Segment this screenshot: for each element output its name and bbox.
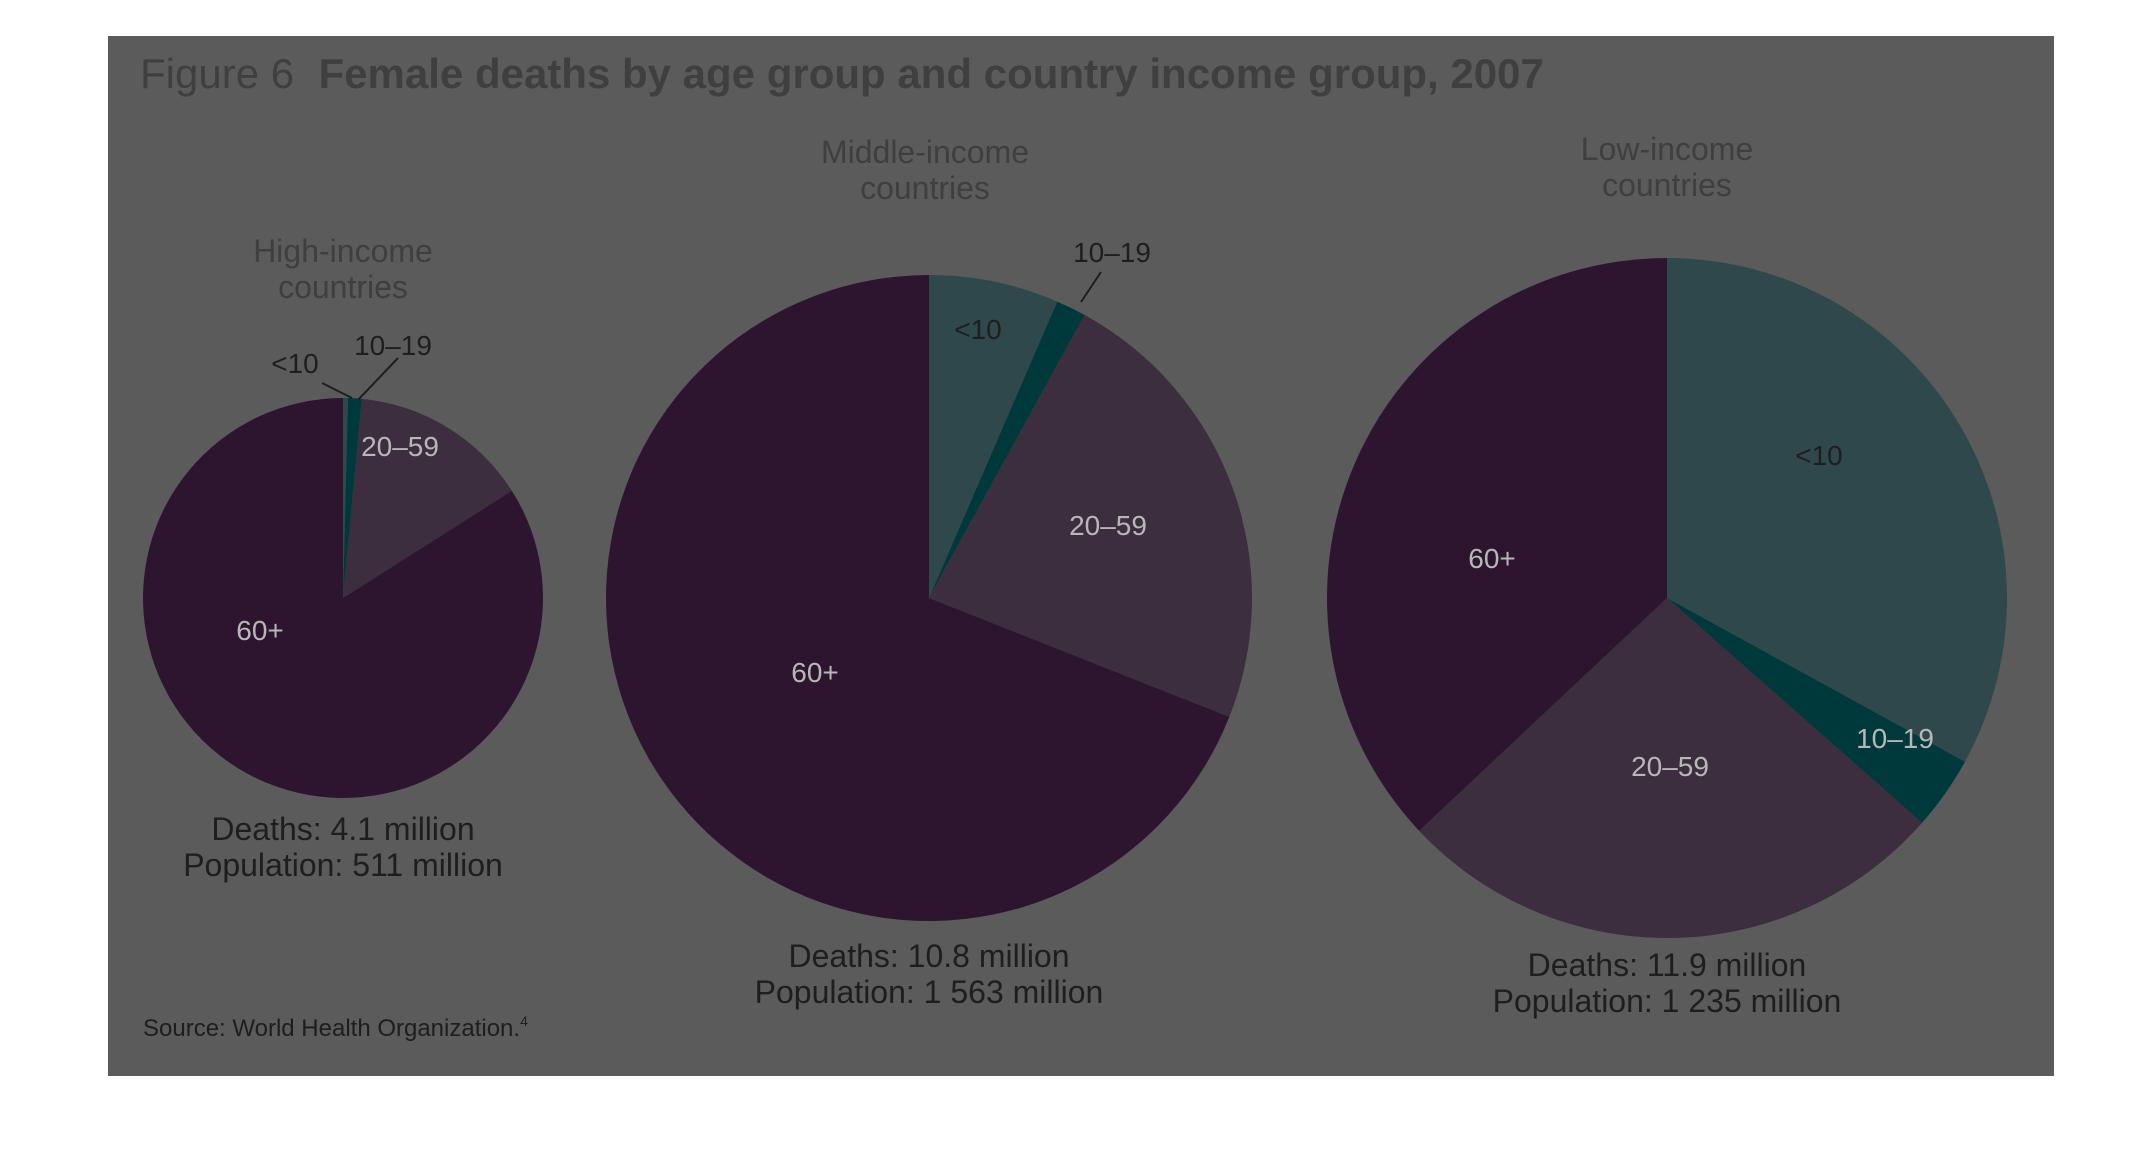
pie-1-slice-60-plus (143, 398, 544, 798)
pie-group-2: <10 10–19 20–59 60+ Middle-income countries De… (606, 134, 1253, 1010)
pie-2-label-10-to-19: 10–19 (1073, 237, 1151, 268)
pie-1-heading: High-income countries (253, 233, 433, 305)
pie-group-3: <10 10–19 20–59 60+ Low-income countries Death… (1326, 131, 2007, 1019)
figure-main-title: Female deaths by age group and country i… (319, 50, 1544, 97)
pie-1-label-under-10: <10 (271, 348, 319, 379)
pie-1-heading-line: High-income (253, 233, 433, 269)
pie-2-heading: Middle-income countries (821, 134, 1029, 206)
pie-1-population-caption: Population: 511 million (183, 847, 503, 883)
pie-group-1: <10 10–19 20–59 60+ High-income countries Deat… (143, 233, 544, 883)
pie-3-slice-20-to-59 (1419, 598, 1923, 939)
pie-1-slice-10-to-19 (343, 398, 362, 598)
pie-3-label-20-to-59: 20–59 (1631, 751, 1709, 782)
pie-1-label-60-plus: 60+ (236, 615, 284, 646)
pie-3-heading-line: countries (1602, 167, 1732, 203)
pie-1-slice-20-to-59 (343, 398, 512, 598)
figure-title: Figure 6 Female deaths by age group and … (140, 50, 1544, 97)
pie-3-label-under-10: <10 (1795, 440, 1843, 471)
pie-2-slice-60-plus (606, 275, 1230, 921)
pie-2-label-under-10: <10 (954, 314, 1002, 345)
pie-2-slice-under-10 (929, 275, 1058, 598)
pie-1-label-10-to-19: 10–19 (354, 330, 432, 361)
pie-1-leader-line (321, 382, 353, 399)
pie-3-slice-10-to-19 (1667, 598, 1965, 823)
pie-1-label-20-to-59: 20–59 (361, 431, 439, 462)
pie-3-heading: Low-income countries (1581, 131, 1754, 203)
pie-1-slice-under-10 (343, 397, 349, 598)
pie-3-slice-under-10 (1667, 258, 2007, 762)
pie-3-label-10-to-19: 10–19 (1856, 723, 1934, 754)
pie-2-label-20-to-59: 20–59 (1069, 510, 1147, 541)
pie-2-deaths-caption: Deaths: 10.8 million (788, 938, 1069, 974)
pie-3-population-caption: Population: 1 235 million (1493, 983, 1842, 1019)
pie-1-leader-line (357, 357, 399, 401)
pie-2-heading-line: Middle-income (821, 134, 1029, 170)
pie-1-deaths-caption: Deaths: 4.1 million (211, 811, 474, 847)
pie-2-slice-20-to-59 (929, 314, 1253, 717)
source-note: Source: World Health Organization.4 (143, 1013, 528, 1042)
source-reference: 4 (520, 1013, 528, 1029)
pie-2-heading-line: countries (860, 170, 990, 206)
pie-3-label-60-plus: 60+ (1468, 543, 1516, 574)
pie-3-heading-line: Low-income (1581, 131, 1754, 167)
pie-3-slice-60-plus (1326, 258, 1667, 831)
pie-2-slice-10-to-19 (929, 301, 1085, 598)
source-text: Source: World Health Organization. (143, 1015, 520, 1042)
figure-prefix: Figure 6 (140, 50, 294, 97)
pie-2-leader-line (1080, 271, 1102, 303)
pie-3-deaths-caption: Deaths: 11.9 million (1528, 947, 1807, 983)
pie-2-population-caption: Population: 1 563 million (755, 974, 1104, 1010)
pie-1-heading-line: countries (278, 269, 408, 305)
pie-2-label-60-plus: 60+ (791, 657, 839, 688)
